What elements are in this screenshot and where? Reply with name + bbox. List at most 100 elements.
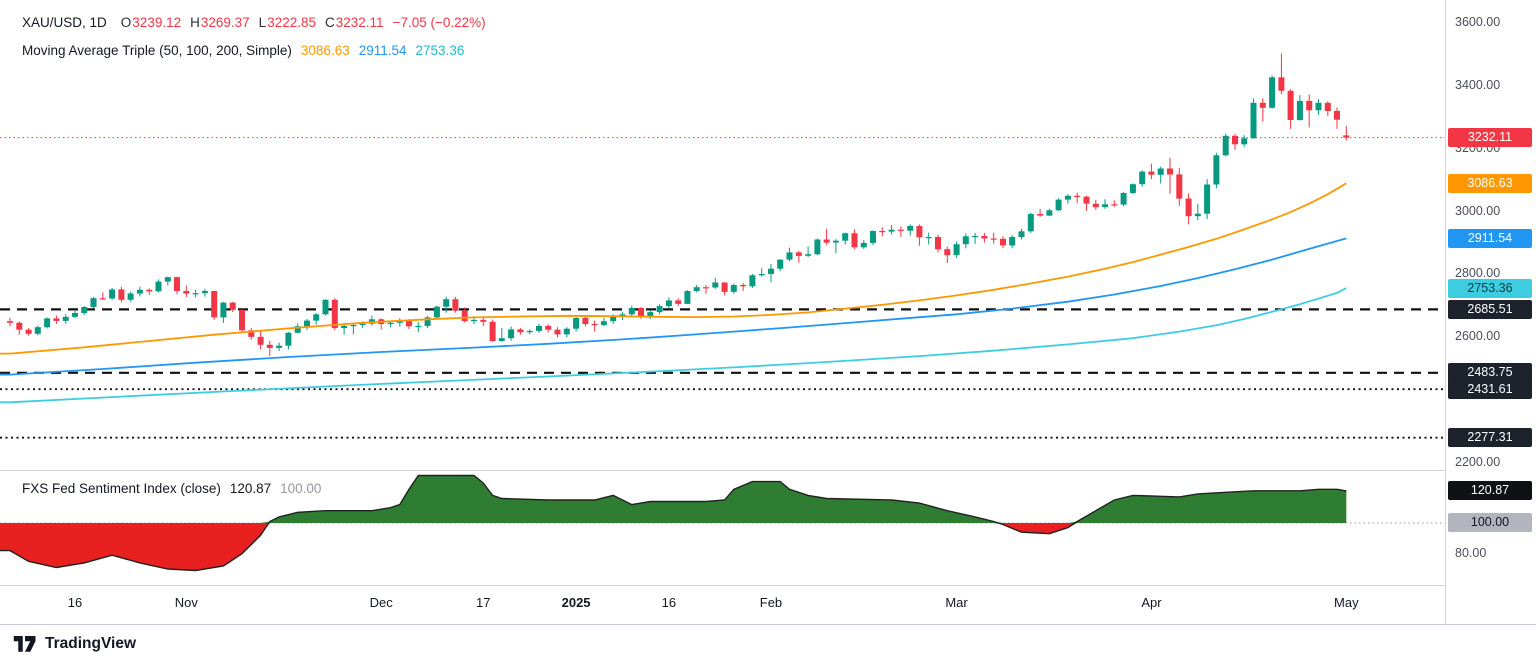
candle-body: [1167, 168, 1173, 175]
candle-body: [888, 229, 895, 232]
candle-body: [313, 314, 320, 321]
candle-body: [897, 229, 904, 231]
tradingview-logo-glyph: [13, 636, 36, 652]
candle-body: [1074, 195, 1081, 197]
candle-body: [1129, 184, 1136, 193]
candle-body: [972, 236, 979, 238]
candle-body: [109, 289, 116, 299]
candle-body: [730, 285, 737, 292]
candle-body: [638, 308, 644, 317]
candle-body: [1232, 135, 1238, 145]
price-tick-2800.00: 2800.00: [1455, 266, 1501, 281]
candle-body: [359, 323, 366, 325]
candle-body: [1102, 204, 1108, 208]
candle-body: [675, 300, 682, 304]
candle-body: [563, 328, 570, 335]
candle-body: [1018, 231, 1025, 237]
candle-body: [768, 268, 774, 274]
candle-body: [44, 318, 51, 328]
ma100-value: 2911.54: [358, 43, 407, 58]
candle-body: [1278, 77, 1285, 91]
candle-body: [387, 322, 394, 325]
tradingview-brand[interactable]: TradingView: [45, 634, 137, 652]
ohlc-low: L 3222.85: [259, 15, 316, 30]
time-axis[interactable]: 16 Nov Dec 17 2025 16 Feb Mar Apr May: [0, 585, 1445, 622]
candle-body: [693, 287, 700, 291]
symbol-legend[interactable]: XAU/USD, 1D O 3239.12 H 3269.37 L 3222.85 C…: [22, 15, 486, 30]
ohlc-high: H 3269.37: [190, 15, 250, 30]
candle-body: [81, 307, 88, 313]
candle-body: [526, 330, 533, 333]
candle-body: [174, 277, 180, 291]
candle-body: [600, 321, 607, 325]
ma-legend[interactable]: Moving Average Triple (50, 100, 200, Sim…: [22, 43, 464, 58]
candle-body: [53, 318, 60, 321]
candle-body: [1157, 168, 1164, 175]
candle-body: [517, 329, 524, 333]
candle-body: [341, 325, 348, 329]
ohlc-open: O 3239.12: [121, 15, 181, 30]
candle-body: [591, 324, 598, 326]
candle-body: [935, 237, 941, 250]
candle-body: [805, 254, 812, 256]
candle-body: [990, 238, 997, 240]
candle-body: [266, 344, 273, 348]
candle-body: [1139, 171, 1146, 185]
candle-body: [406, 320, 412, 327]
candle-body: [257, 336, 264, 345]
current-price-badge: 3232.11: [1448, 128, 1532, 148]
candle-body: [1064, 195, 1071, 200]
candle-body: [1222, 135, 1229, 156]
candle-body: [981, 236, 988, 239]
candle-body: [1194, 213, 1201, 217]
time-tick-Apr: Apr: [1141, 595, 1162, 610]
sentiment-line: [0, 474, 1347, 572]
sentiment-value: 120.87: [229, 481, 272, 496]
time-tick-Nov: Nov: [174, 595, 198, 610]
high-key: H: [190, 15, 200, 30]
sentiment-baseline-badge: 100.00: [1448, 512, 1532, 532]
candle-body: [628, 308, 635, 315]
sentiment-chart-canvas[interactable]: [0, 470, 1445, 585]
candle-body: [285, 332, 292, 346]
sentiment-legend[interactable]: FXS Fed Sentiment Index (close) 120.87 1…: [22, 481, 321, 496]
candle-body: [1046, 210, 1053, 216]
candle-body: [248, 330, 255, 337]
candle-body: [944, 249, 951, 256]
ma-title: Moving Average Triple (50, 100, 200, Sim…: [22, 43, 292, 58]
time-tick-16: 16: [67, 595, 83, 610]
candle-body: [25, 329, 32, 334]
price-tick-2600.00: 2600.00: [1455, 329, 1501, 344]
candle-body: [164, 277, 171, 282]
candle-body: [480, 319, 487, 322]
candle-body: [684, 291, 691, 304]
candle-body: [758, 274, 765, 276]
candle-body: [396, 320, 403, 323]
ma-line-200[interactable]: [0, 287, 1347, 404]
candle-body: [201, 291, 208, 294]
price-chart-canvas[interactable]: [0, 0, 1445, 470]
footer: TradingView: [0, 624, 1536, 662]
ma-line-50[interactable]: [0, 182, 1347, 355]
time-tick-16: 16: [661, 595, 677, 610]
candle-body: [953, 244, 960, 256]
candle-body: [229, 302, 236, 310]
candle-body: [471, 319, 477, 322]
price-axis[interactable]: 3600.00 3400.00 3200.00 3000.00 2800.00 2600.…: [1445, 0, 1536, 624]
candle-body: [851, 233, 858, 248]
candle-body: [1213, 155, 1220, 185]
ma-line-100[interactable]: [0, 237, 1347, 376]
candle-body: [1343, 135, 1350, 138]
candle-body: [192, 293, 199, 295]
level-badge-2277: 2277.31: [1448, 428, 1532, 448]
candle-body: [415, 325, 422, 328]
time-tick-17: 17: [476, 595, 491, 610]
price-tick-2200.00: 2200.00: [1455, 455, 1501, 469]
candle-body: [1287, 90, 1294, 120]
candle-body: [498, 338, 505, 341]
candle-body: [155, 281, 162, 292]
candle-body: [276, 345, 283, 348]
tradingview-logo[interactable]: [12, 633, 38, 654]
candle-body: [127, 293, 134, 300]
